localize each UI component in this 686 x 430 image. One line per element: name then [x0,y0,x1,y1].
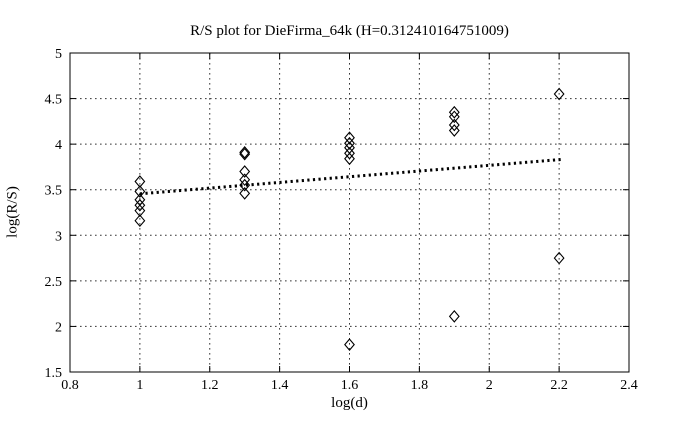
data-point-diamond [344,152,355,166]
x-tick-label: 2 [486,378,493,393]
x-tick-label: 2.2 [550,378,568,393]
y-tick-label: 2 [55,320,62,335]
hurst-fit-trendline [139,157,563,196]
x-tick-label: 1.6 [341,378,359,393]
chart-title: R/S plot for DieFirma_64k (H=0.312410164… [190,23,509,39]
data-point-diamond [239,147,251,161]
y-tick-label: 4.5 [45,93,63,108]
data-point-diamond [134,185,146,198]
x-axis-label: log(d) [331,395,368,411]
y-tick-label: 5 [55,47,62,62]
y-tick-label: 3 [55,229,62,244]
y-tick-label: 2.5 [45,275,63,290]
data-point-diamond [344,136,355,150]
x-tick-label: 0.8 [61,378,79,393]
data-point-diamond [448,118,460,132]
data-point-diamond [134,214,146,228]
data-point-diamond [448,124,460,137]
data-point-diamond [239,187,251,200]
x-tick-label: 1.4 [271,378,289,393]
x-tick-label: 1.2 [201,378,219,393]
data-point-diamond [239,165,251,178]
y-tick-label: 3.5 [45,184,63,199]
data-point-diamond [344,338,355,352]
data-point-diamond [448,310,460,323]
data-point-diamond [134,198,146,212]
x-tick-label: 2.4 [620,378,638,393]
x-tick-label: 1.8 [411,378,429,393]
data-point-diamond [134,204,146,218]
data-point-diamond [239,145,251,159]
y-tick-label: 4 [55,138,62,153]
data-point-diamond [448,110,460,124]
data-point-diamond [239,178,251,192]
data-point-diamond [134,175,146,188]
y-tick-label: 1.5 [45,366,63,381]
data-point-diamond [448,105,460,119]
data-point-diamond [553,87,565,101]
x-tick-label: 1 [136,378,143,393]
data-point-diamond [553,251,565,265]
data-point-diamond [239,173,251,187]
data-point-diamond [344,146,355,160]
data-point-diamond [344,131,355,145]
